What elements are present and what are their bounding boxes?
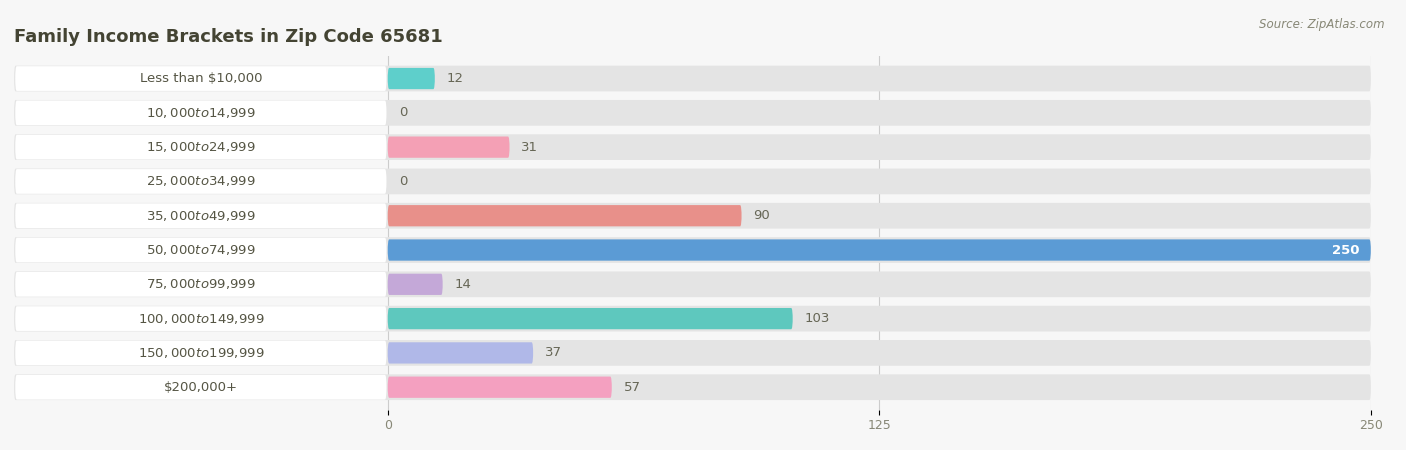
FancyBboxPatch shape bbox=[14, 203, 1371, 229]
FancyBboxPatch shape bbox=[388, 342, 533, 364]
Text: $25,000 to $34,999: $25,000 to $34,999 bbox=[146, 175, 256, 189]
Text: 37: 37 bbox=[546, 346, 562, 360]
FancyBboxPatch shape bbox=[388, 239, 1371, 261]
FancyBboxPatch shape bbox=[15, 66, 387, 91]
FancyBboxPatch shape bbox=[388, 205, 741, 226]
Text: $50,000 to $74,999: $50,000 to $74,999 bbox=[146, 243, 256, 257]
FancyBboxPatch shape bbox=[388, 377, 612, 398]
FancyBboxPatch shape bbox=[14, 169, 1371, 194]
FancyBboxPatch shape bbox=[388, 308, 793, 329]
Text: 12: 12 bbox=[447, 72, 464, 85]
FancyBboxPatch shape bbox=[15, 238, 387, 262]
FancyBboxPatch shape bbox=[14, 100, 1371, 126]
FancyBboxPatch shape bbox=[15, 135, 387, 159]
Text: Less than $10,000: Less than $10,000 bbox=[139, 72, 262, 85]
FancyBboxPatch shape bbox=[15, 341, 387, 365]
Text: $35,000 to $49,999: $35,000 to $49,999 bbox=[146, 209, 256, 223]
FancyBboxPatch shape bbox=[388, 274, 443, 295]
Text: 0: 0 bbox=[399, 175, 408, 188]
FancyBboxPatch shape bbox=[14, 340, 1371, 366]
Text: $150,000 to $199,999: $150,000 to $199,999 bbox=[138, 346, 264, 360]
Text: $75,000 to $99,999: $75,000 to $99,999 bbox=[146, 277, 256, 291]
Text: 31: 31 bbox=[522, 141, 538, 153]
FancyBboxPatch shape bbox=[15, 306, 387, 331]
Text: 103: 103 bbox=[804, 312, 830, 325]
Text: 14: 14 bbox=[454, 278, 471, 291]
Text: $200,000+: $200,000+ bbox=[165, 381, 238, 394]
FancyBboxPatch shape bbox=[15, 203, 387, 228]
Text: 250: 250 bbox=[1331, 243, 1360, 256]
FancyBboxPatch shape bbox=[15, 100, 387, 125]
FancyBboxPatch shape bbox=[15, 272, 387, 297]
Text: $100,000 to $149,999: $100,000 to $149,999 bbox=[138, 311, 264, 326]
FancyBboxPatch shape bbox=[15, 375, 387, 400]
FancyBboxPatch shape bbox=[14, 66, 1371, 91]
Text: $15,000 to $24,999: $15,000 to $24,999 bbox=[146, 140, 256, 154]
Text: 0: 0 bbox=[399, 106, 408, 119]
FancyBboxPatch shape bbox=[14, 237, 1371, 263]
FancyBboxPatch shape bbox=[14, 374, 1371, 400]
Text: 90: 90 bbox=[754, 209, 770, 222]
Text: 57: 57 bbox=[624, 381, 641, 394]
Text: Family Income Brackets in Zip Code 65681: Family Income Brackets in Zip Code 65681 bbox=[14, 28, 443, 46]
FancyBboxPatch shape bbox=[388, 136, 509, 158]
Text: $10,000 to $14,999: $10,000 to $14,999 bbox=[146, 106, 256, 120]
FancyBboxPatch shape bbox=[14, 271, 1371, 297]
Text: Source: ZipAtlas.com: Source: ZipAtlas.com bbox=[1260, 18, 1385, 31]
FancyBboxPatch shape bbox=[388, 68, 434, 89]
FancyBboxPatch shape bbox=[14, 306, 1371, 332]
FancyBboxPatch shape bbox=[14, 134, 1371, 160]
FancyBboxPatch shape bbox=[15, 169, 387, 194]
